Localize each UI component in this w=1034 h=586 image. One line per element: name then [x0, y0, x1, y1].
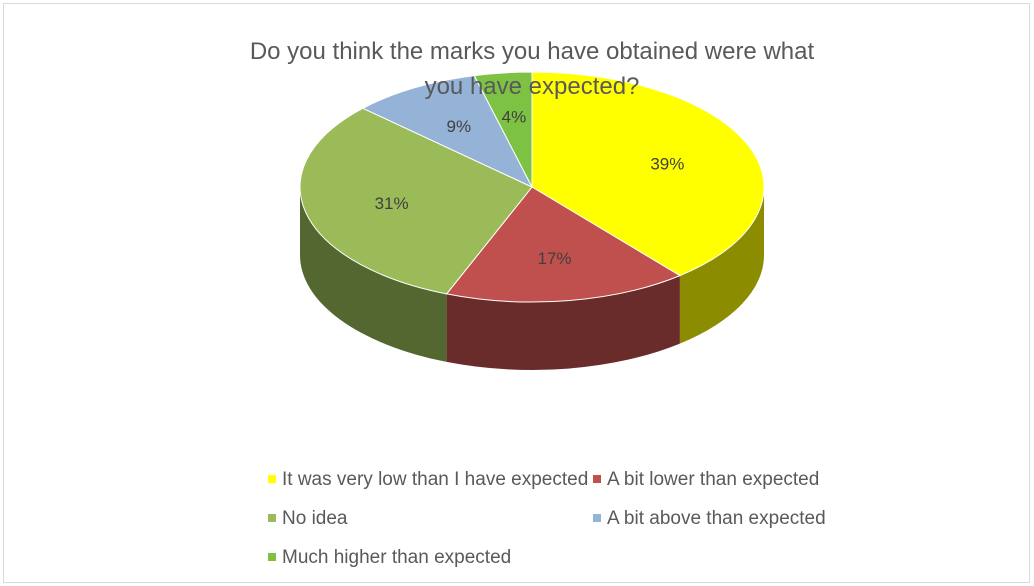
- data-label: 9%: [446, 117, 471, 136]
- slice-side: [300, 187, 447, 362]
- slice-side: [679, 187, 764, 344]
- slice: [299, 107, 533, 295]
- legend-label: No idea: [282, 508, 348, 529]
- legend-label: It was very low than I have expected: [282, 469, 588, 490]
- slice: [531, 71, 765, 277]
- data-label: 17%: [537, 249, 571, 268]
- slice: [361, 75, 534, 189]
- data-label: 31%: [375, 194, 409, 213]
- slice: [445, 186, 681, 303]
- slice: [473, 71, 533, 188]
- data-label: 39%: [650, 154, 684, 173]
- chart-border: [3, 3, 1030, 583]
- slice-side: [446, 275, 680, 370]
- legend-marker: [593, 475, 601, 483]
- legend-label: A bit above than expected: [607, 508, 826, 529]
- legend-marker: [268, 553, 276, 561]
- chart-title: Do you think the marks you have obtained…: [249, 38, 815, 100]
- data-label: 4%: [502, 108, 527, 127]
- legend-marker: [593, 514, 601, 522]
- legend-label: Much higher than expected: [282, 547, 511, 568]
- legend-marker: [268, 475, 276, 483]
- legend-label: A bit lower than expected: [607, 469, 819, 490]
- legend-marker: [268, 514, 276, 522]
